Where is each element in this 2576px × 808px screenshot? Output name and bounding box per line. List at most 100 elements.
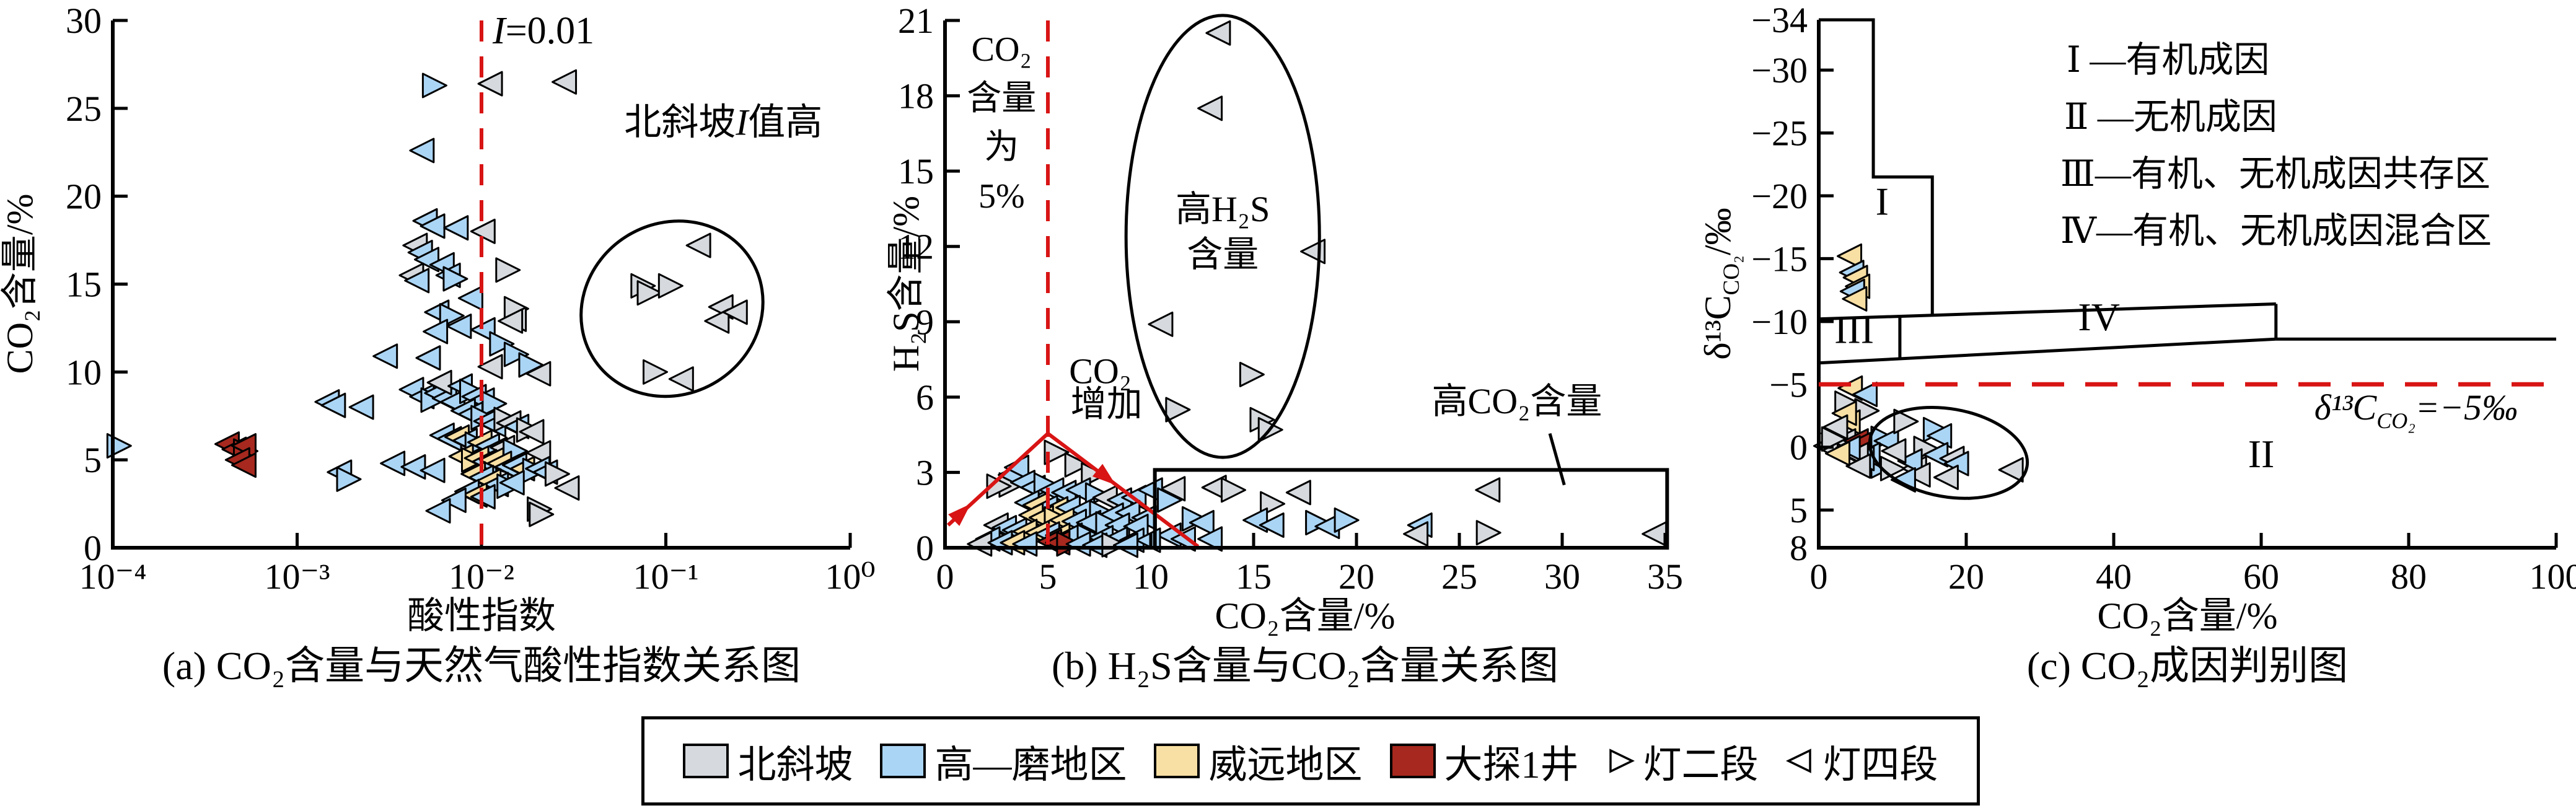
data-point <box>1044 439 1070 465</box>
data-point <box>529 501 555 527</box>
panel-caption: (b) H₂S含量与CO₂含量关系图 <box>1052 644 1558 688</box>
data-point <box>1148 311 1174 337</box>
data-point <box>1197 95 1223 121</box>
y-tick-label: 0 <box>916 528 934 568</box>
x-tick-label: 100 <box>2530 556 2576 597</box>
y-tick-label: 25 <box>66 89 102 129</box>
region-key-line: Ⅰ —有机成因 <box>2067 40 2269 80</box>
data-point <box>457 285 483 311</box>
data-point <box>1845 453 1871 479</box>
data-point <box>415 345 441 371</box>
x-tick-label: 10⁻⁴ <box>79 556 147 597</box>
legend-swatch-g <box>683 744 729 778</box>
data-point <box>1334 507 1360 533</box>
legend-label: 大探1井 <box>1444 744 1579 786</box>
x-tick-label: 0 <box>936 556 954 597</box>
data-point <box>498 308 524 334</box>
legend-swatch-y <box>1154 744 1200 778</box>
data-point <box>1905 462 1931 488</box>
legend-label: 北斜坡 <box>737 744 853 786</box>
data-point <box>519 419 545 445</box>
y-axis-title: CO₂含量/% <box>0 194 40 374</box>
data-point <box>1897 448 1923 474</box>
y-tick-label: 5 <box>84 440 102 480</box>
data-point <box>1205 20 1231 46</box>
data-point <box>336 466 362 492</box>
x-tick-label: 15 <box>1236 556 1272 597</box>
triangle-right-icon <box>1606 748 1635 774</box>
data-point <box>503 341 529 367</box>
data-point <box>1300 239 1326 265</box>
annotation-ellipse <box>1868 405 2029 500</box>
region-boundary-regionI_path <box>1819 18 1934 315</box>
legend-label: 高—磨地区 <box>934 744 1127 786</box>
data-point <box>409 138 435 164</box>
x-tick-label: 80 <box>2391 556 2427 597</box>
x-tick-label: 40 <box>2096 556 2132 597</box>
data-point <box>1852 382 1878 408</box>
annotation-rect <box>1153 468 1669 550</box>
panel-caption: (c) CO₂成因判别图 <box>2027 644 2348 688</box>
data-point <box>552 69 578 95</box>
hline-label: δ¹³CCO₂=−5‰ <box>2314 387 2518 433</box>
data-point <box>1064 452 1090 478</box>
data-point <box>657 273 684 299</box>
triangle-left-icon <box>1785 748 1814 774</box>
y-tick-label: 6 <box>916 377 934 418</box>
data-point <box>1197 526 1223 552</box>
x-tick-label: 20 <box>1948 556 1984 597</box>
data-point <box>441 487 467 513</box>
y-tick-label: 8 <box>1790 528 1808 568</box>
data-point <box>1189 509 1215 535</box>
red-trend-line <box>946 431 1200 548</box>
y-tick-label: 20 <box>66 177 102 217</box>
data-point <box>1998 457 2024 483</box>
data-point <box>1893 408 1919 434</box>
data-point <box>348 394 374 420</box>
x-tick-label: 60 <box>2243 556 2279 597</box>
x-axis-title: CO₂含量/% <box>2098 595 2278 636</box>
data-point <box>1881 438 1907 464</box>
x-tick-label: 0 <box>1810 556 1828 597</box>
data-point <box>544 461 570 487</box>
ellipse-label: 高H₂S <box>1176 189 1270 229</box>
legend-item-r: 大探1井 <box>1389 733 1579 789</box>
data-point <box>489 331 515 357</box>
data-point <box>1242 507 1268 533</box>
data-point <box>420 457 446 483</box>
data-point <box>425 498 451 524</box>
legend-item-l: 灯四段 <box>1785 733 1938 789</box>
data-point <box>643 359 669 385</box>
ellipse-label: 含量 <box>1187 234 1259 274</box>
region-key-line: Ⅳ—有机、无机成因混合区 <box>2060 211 2492 251</box>
x-tick-label: 35 <box>1647 556 1683 597</box>
y-tick-label: −25 <box>1751 113 1808 154</box>
red-trend-label: 增加 <box>1071 384 1143 424</box>
data-point <box>1825 441 1851 467</box>
y-tick-label: 15 <box>898 151 934 191</box>
y-tick-label: 21 <box>898 1 934 41</box>
y-tick-label: −30 <box>1751 50 1808 90</box>
ellipse-label: 北斜坡I值高 <box>624 102 822 143</box>
data-point <box>380 450 406 476</box>
legend-label: 威远地区 <box>1208 744 1363 786</box>
data-point <box>967 531 993 557</box>
legend-label: 灯二段 <box>1643 744 1759 786</box>
y-tick-label: 9 <box>916 302 934 342</box>
data-point <box>442 266 468 292</box>
x-tick-label: 10⁻³ <box>264 556 330 597</box>
red-trend-label: CO₂ <box>1069 351 1132 392</box>
x-tick-label: 10⁻¹ <box>633 556 698 597</box>
panel-a-co2-vs-acidity: 0 5 10 15 20 25 30 10⁻⁴ 10⁻³ 10⁻² 10⁻¹ 10⁰ 酸性指数 CO₂含量… <box>0 1 876 688</box>
data-point <box>668 366 694 392</box>
region-label-I: I <box>1876 179 1889 223</box>
legend-item-g: 北斜坡 <box>683 733 853 789</box>
arrowhead-icon <box>1092 463 1116 485</box>
y-axis-title: H₂S含量/% <box>886 196 926 372</box>
y-tick-label: 5 <box>1790 490 1808 530</box>
legend-item-b: 高—磨地区 <box>880 733 1127 789</box>
y-tick-label: 10 <box>66 352 102 392</box>
data-point <box>1475 520 1501 546</box>
data-point <box>372 343 398 369</box>
